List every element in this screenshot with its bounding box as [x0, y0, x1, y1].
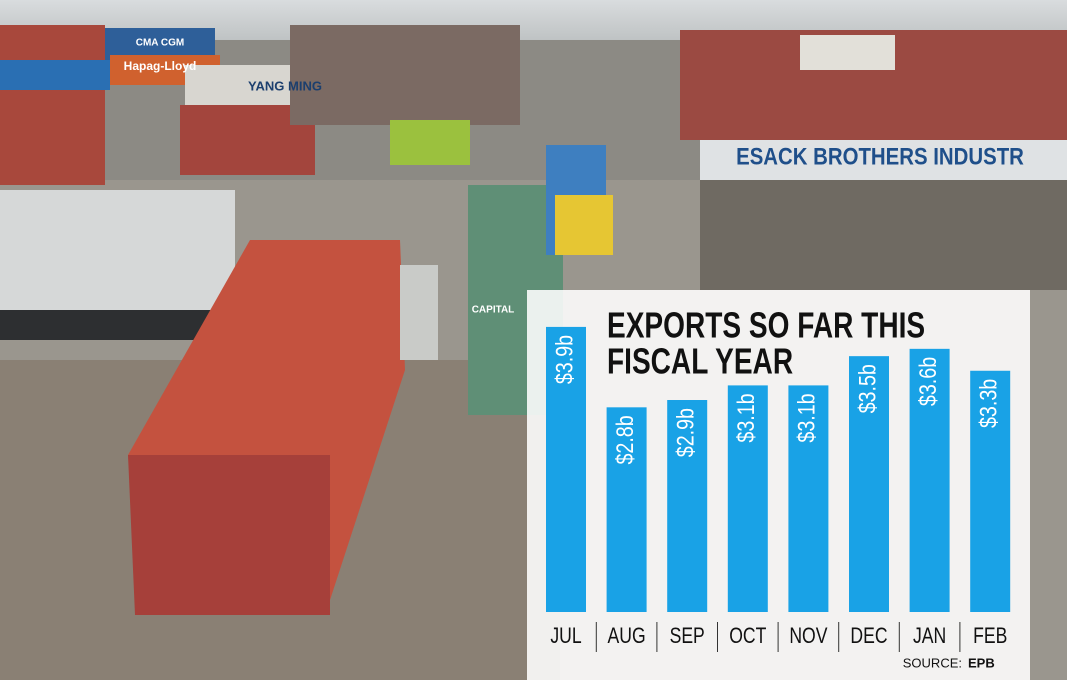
- value-label: $3.3b: [975, 379, 1002, 428]
- value-label: $3.6b: [914, 357, 941, 406]
- value-label: $3.1b: [732, 393, 759, 442]
- chart-title: FISCAL YEAR: [607, 341, 793, 381]
- bar: [849, 356, 889, 612]
- background-sign: YANG MING: [248, 78, 322, 93]
- value-label: $3.5b: [853, 364, 880, 413]
- source: EPB: [968, 655, 995, 670]
- bar: [727, 385, 768, 612]
- x-tick-label: FEB: [973, 624, 1007, 648]
- x-tick-label: JAN: [913, 624, 946, 648]
- background-sign: ESACK BROTHERS INDUSTR: [736, 143, 1024, 170]
- x-tick-label: SEP: [670, 624, 705, 648]
- value-label: $3.1b: [793, 393, 820, 442]
- value-label: $2.8b: [611, 415, 638, 464]
- x-tick-label: NOV: [789, 624, 828, 648]
- bar: [546, 326, 586, 612]
- bar: [667, 400, 708, 612]
- value-label: $3.9b: [550, 335, 577, 384]
- chart-title: EXPORTS SO FAR THIS: [607, 305, 925, 345]
- bar: [909, 348, 950, 612]
- background-sign: Hapag-Lloyd: [124, 59, 197, 73]
- x-tick-label: DEC: [850, 624, 887, 648]
- bar: [970, 370, 1011, 612]
- source-label: SOURCE:: [903, 655, 962, 670]
- value-label: $2.9b: [672, 408, 699, 457]
- x-tick-label: OCT: [729, 624, 766, 648]
- background-sign: CMA CGM: [136, 38, 185, 49]
- background-sign: CAPITAL: [472, 305, 515, 316]
- x-tick-label: AUG: [608, 624, 646, 648]
- x-tick-label: JUL: [550, 624, 581, 648]
- bar: [606, 407, 647, 612]
- bar: [788, 385, 829, 612]
